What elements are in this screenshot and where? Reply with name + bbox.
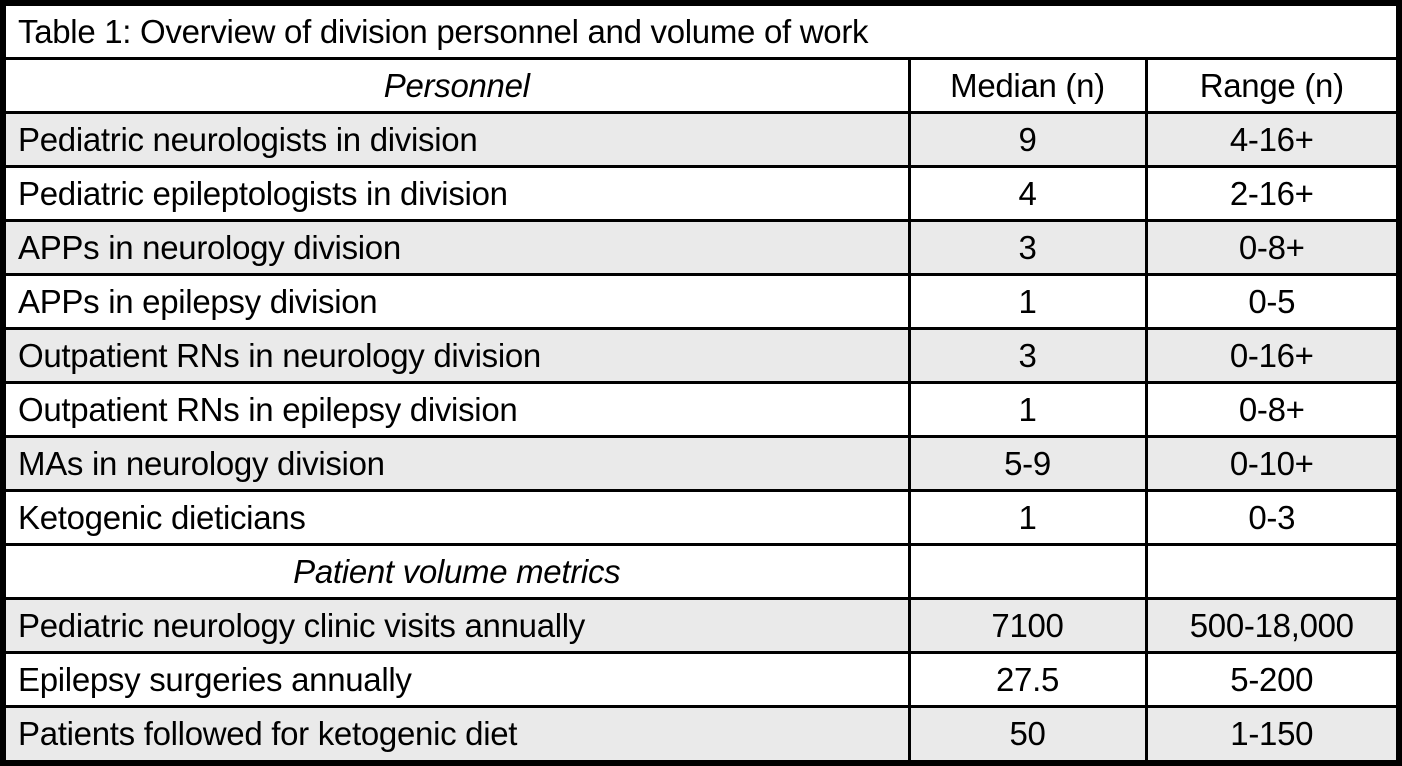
table-title-row: Table 1: Overview of division personnel … [1, 1, 1401, 61]
range-cell: 500-18,000 [1144, 597, 1401, 655]
range-cell: 0-8+ [1144, 381, 1401, 439]
range-cell: 5-200 [1144, 651, 1401, 709]
median-cell: 3 [907, 327, 1148, 385]
table-row: APPs in neurology division 3 0-8+ [1, 219, 1401, 277]
range-cell: 0-10+ [1144, 435, 1401, 493]
column-header-personnel: Personnel [1, 57, 911, 115]
median-cell: 1 [907, 489, 1148, 547]
median-cell [907, 543, 1148, 601]
range-cell: 0-5 [1144, 273, 1401, 331]
median-cell: 3 [907, 219, 1148, 277]
personnel-cell: APPs in epilepsy division [1, 273, 911, 331]
personnel-cell: Patient volume metrics [1, 543, 911, 601]
table-row: Pediatric neurologists in division 9 4-16+ [1, 111, 1401, 169]
median-cell: 50 [907, 705, 1148, 765]
personnel-cell: Outpatient RNs in neurology division [1, 327, 911, 385]
table-row: Epilepsy surgeries annually 27.5 5-200 [1, 651, 1401, 709]
table-row: MAs in neurology division 5-9 0-10+ [1, 435, 1401, 493]
column-header-range: Range (n) [1144, 57, 1401, 115]
column-header-median: Median (n) [907, 57, 1148, 115]
personnel-cell: Pediatric neurology clinic visits annual… [1, 597, 911, 655]
range-cell: 2-16+ [1144, 165, 1401, 223]
personnel-cell: Pediatric epileptologists in division [1, 165, 911, 223]
median-cell: 1 [907, 381, 1148, 439]
personnel-cell: Outpatient RNs in epilepsy division [1, 381, 911, 439]
median-cell: 27.5 [907, 651, 1148, 709]
table-row: Outpatient RNs in epilepsy division 1 0-8+ [1, 381, 1401, 439]
median-cell: 1 [907, 273, 1148, 331]
personnel-cell: Ketogenic dieticians [1, 489, 911, 547]
table-row: Ketogenic dieticians 1 0-3 [1, 489, 1401, 547]
personnel-cell: MAs in neurology division [1, 435, 911, 493]
median-cell: 5-9 [907, 435, 1148, 493]
personnel-cell: Epilepsy surgeries annually [1, 651, 911, 709]
range-cell [1144, 543, 1401, 601]
table-row: Outpatient RNs in neurology division 3 0-1… [1, 327, 1401, 385]
median-cell: 4 [907, 165, 1148, 223]
personnel-cell: Patients followed for ketogenic diet [1, 705, 911, 765]
range-cell: 0-8+ [1144, 219, 1401, 277]
section-header-row: Patient volume metrics [1, 543, 1401, 601]
table-row: Pediatric epileptologists in division 4 2-… [1, 165, 1401, 223]
personnel-cell: APPs in neurology division [1, 219, 911, 277]
range-cell: 0-3 [1144, 489, 1401, 547]
range-cell: 0-16+ [1144, 327, 1401, 385]
personnel-cell: Pediatric neurologists in division [1, 111, 911, 169]
table-row: Pediatric neurology clinic visits annual… [1, 597, 1401, 655]
median-cell: 7100 [907, 597, 1148, 655]
median-cell: 9 [907, 111, 1148, 169]
range-cell: 1-150 [1144, 705, 1401, 765]
table-row: APPs in epilepsy division 1 0-5 [1, 273, 1401, 331]
table-header-row: Personnel Median (n) Range (n) [1, 57, 1401, 115]
range-cell: 4-16+ [1144, 111, 1401, 169]
table-title: Table 1: Overview of division personnel … [1, 1, 1401, 61]
table-row: Patients followed for ketogenic diet 50 1-… [1, 705, 1401, 765]
